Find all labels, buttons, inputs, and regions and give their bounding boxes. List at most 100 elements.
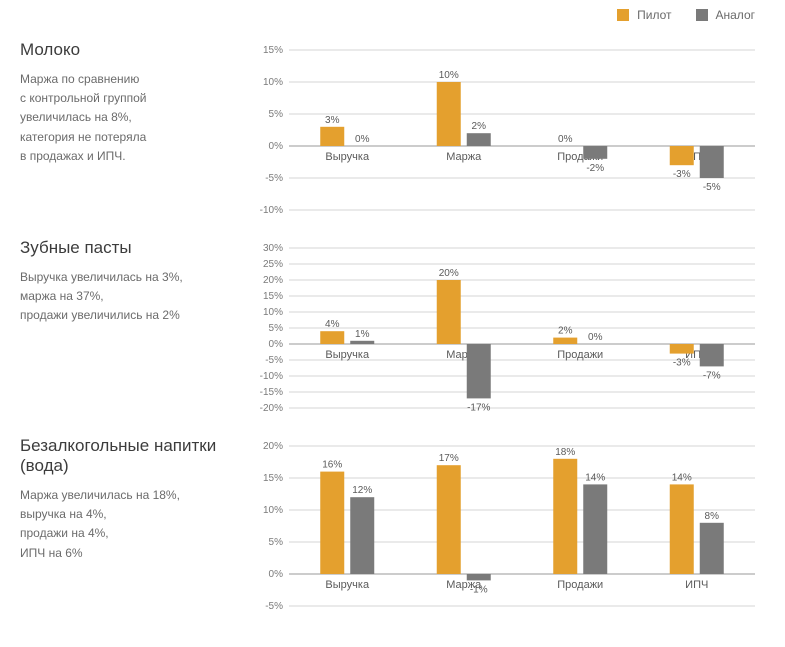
bar <box>350 341 374 344</box>
bar <box>350 497 374 574</box>
value-label: -17% <box>467 402 490 413</box>
legend-swatch <box>617 9 629 21</box>
section-title: Безалкогольные напитки (вода) <box>20 436 235 476</box>
y-tick-label: -5% <box>265 173 283 184</box>
y-tick-label: 5% <box>269 323 284 334</box>
value-label: -1% <box>470 584 488 595</box>
bar <box>670 146 694 165</box>
value-label: 1% <box>355 329 370 340</box>
y-tick-label: -5% <box>265 601 283 612</box>
y-tick-label: 10% <box>263 505 283 516</box>
value-label: 10% <box>439 70 459 81</box>
value-label: 0% <box>558 134 573 145</box>
legend-entry: Пилот <box>617 8 671 22</box>
chart-svg: -5%0%5%10%15%20%Выручка16%12%Маржа17%-1%… <box>245 436 765 616</box>
category-label: Выручка <box>325 579 370 591</box>
y-tick-label: 15% <box>263 473 283 484</box>
bar <box>467 574 491 580</box>
value-label: -2% <box>586 163 604 174</box>
legend-label: Аналог <box>716 8 756 22</box>
value-label: 0% <box>588 332 603 343</box>
category-label: Маржа <box>446 151 482 163</box>
value-label: 4% <box>325 319 340 330</box>
category-label: ИПЧ <box>685 579 708 591</box>
bar <box>553 338 577 344</box>
value-label: 3% <box>325 115 340 126</box>
chart-rows: Молоко Маржа по сравнению с контрольной г… <box>20 40 765 616</box>
bar <box>437 280 461 344</box>
chart-side: Безалкогольные напитки (вода) Маржа увели… <box>20 436 245 563</box>
bar <box>320 472 344 574</box>
bar <box>670 484 694 574</box>
chart: -10%-5%0%5%10%15%Выручка3%0%Маржа10%2%Пр… <box>245 40 765 220</box>
chart: -5%0%5%10%15%20%Выручка16%12%Маржа17%-1%… <box>245 436 765 616</box>
y-tick-label: 15% <box>263 45 283 56</box>
y-tick-label: 20% <box>263 441 283 452</box>
value-label: 20% <box>439 268 459 279</box>
value-label: 12% <box>352 485 372 496</box>
value-label: -7% <box>703 370 721 381</box>
bar <box>437 82 461 146</box>
chart-row: Зубные пасты Выручка увеличилась на 3%, м… <box>20 238 765 418</box>
y-tick-label: -15% <box>260 387 283 398</box>
chart-row: Безалкогольные напитки (вода) Маржа увели… <box>20 436 765 616</box>
y-tick-label: -5% <box>265 355 283 366</box>
chart: -20% -15% -10% -5% 0% 5% 10% 15% 20% 25% 30% Выручк… <box>245 238 765 418</box>
chart-row: Молоко Маржа по сравнению с контрольной г… <box>20 40 765 220</box>
section-desc: Выручка увеличилась на 3%, маржа на 37%,… <box>20 268 235 326</box>
value-label: -3% <box>673 358 691 369</box>
category-label: Выручка <box>325 349 370 361</box>
value-label: -5% <box>703 182 721 193</box>
y-tick-label: 10% <box>263 307 283 318</box>
value-label: 14% <box>672 472 692 483</box>
value-label: -3% <box>673 169 691 180</box>
y-tick-label: -10% <box>260 371 283 382</box>
bar <box>467 344 491 398</box>
chart-side: Зубные пасты Выручка увеличилась на 3%, м… <box>20 238 245 326</box>
bar <box>583 484 607 574</box>
y-tick-label: 0% <box>269 339 284 350</box>
y-tick-label: 0% <box>269 569 284 580</box>
section-title: Зубные пасты <box>20 238 235 258</box>
y-tick-label: 5% <box>269 537 284 548</box>
y-tick-label: 0% <box>269 141 284 152</box>
y-tick-label: -10% <box>260 205 283 216</box>
bar <box>553 459 577 574</box>
bar <box>320 127 344 146</box>
legend-swatch <box>696 9 708 21</box>
legend: Пилот Аналог <box>617 8 755 22</box>
bar <box>700 146 724 178</box>
y-tick-label: 30% <box>263 243 283 254</box>
page: Пилот Аналог Молоко Маржа по сравнению с к… <box>0 0 785 647</box>
value-label: 0% <box>355 134 370 145</box>
section-desc: Маржа по сравнению с контрольной группой… <box>20 70 235 166</box>
bar <box>700 344 724 366</box>
bar <box>670 344 694 354</box>
value-label: 17% <box>439 453 459 464</box>
chart-side: Молоко Маржа по сравнению с контрольной г… <box>20 40 245 166</box>
value-label: 2% <box>558 326 573 337</box>
section-title: Молоко <box>20 40 235 60</box>
y-tick-label: 5% <box>269 109 284 120</box>
bar <box>320 331 344 344</box>
y-tick-label: -20% <box>260 403 283 414</box>
value-label: 16% <box>322 460 342 471</box>
bar <box>437 465 461 574</box>
y-tick-label: 10% <box>263 77 283 88</box>
category-label: Выручка <box>325 151 370 163</box>
y-tick-label: 20% <box>263 275 283 286</box>
category-label: Продажи <box>557 579 603 591</box>
section-desc: Маржа увеличилась на 18%, выручка на 4%,… <box>20 486 235 563</box>
bar <box>700 523 724 574</box>
value-label: 8% <box>705 511 720 522</box>
bar <box>467 133 491 146</box>
y-tick-label: 15% <box>263 291 283 302</box>
legend-label: Пилот <box>637 8 671 22</box>
category-label: Продажи <box>557 349 603 361</box>
y-tick-label: 25% <box>263 259 283 270</box>
value-label: 18% <box>555 447 575 458</box>
value-label: 2% <box>472 121 487 132</box>
value-label: 14% <box>585 472 605 483</box>
chart-svg: -20% -15% -10% -5% 0% 5% 10% 15% 20% 25% 30% Выручк… <box>245 238 765 418</box>
chart-svg: -10%-5%0%5%10%15%Выручка3%0%Маржа10%2%Пр… <box>245 40 765 220</box>
